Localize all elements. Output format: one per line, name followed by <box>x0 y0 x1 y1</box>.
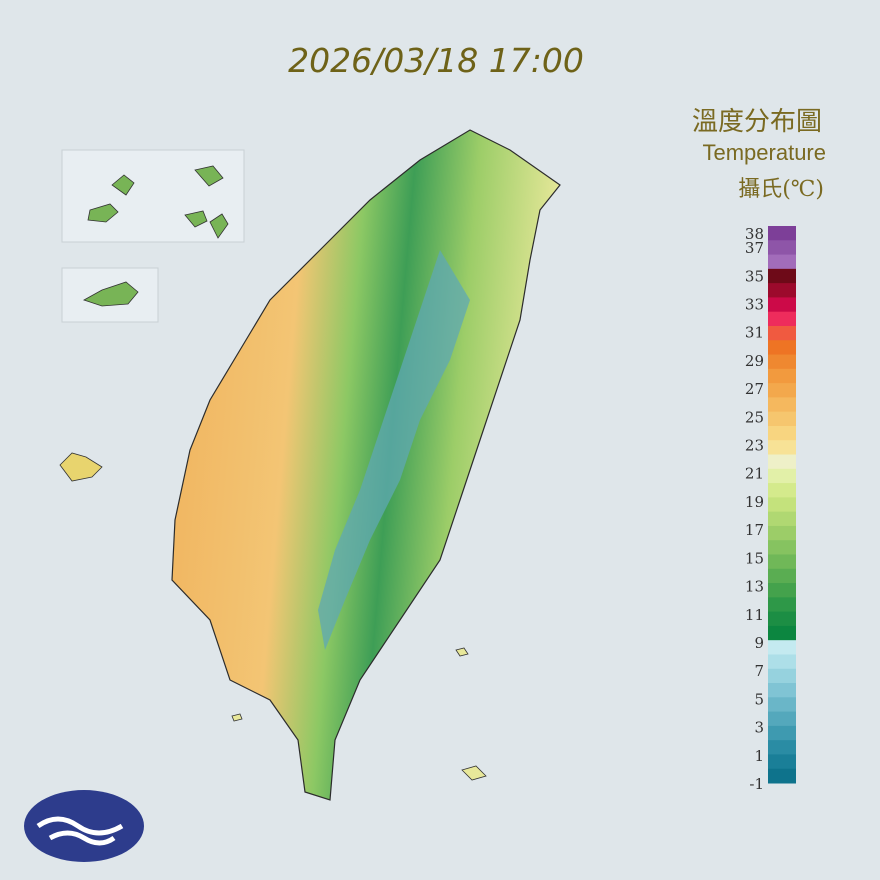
legend-swatch <box>768 383 796 398</box>
legend-tick-label: 21 <box>745 465 764 483</box>
island <box>59 452 103 482</box>
legend-swatch <box>768 768 796 784</box>
legend-swatch <box>768 697 796 713</box>
legend-tick-label: 38 <box>745 225 764 243</box>
mountain-range <box>318 250 470 650</box>
legend-swatch <box>768 354 796 370</box>
legend-title: 溫度分布圖 <box>692 107 822 137</box>
legend-tick-label: 29 <box>745 352 764 370</box>
legend-tick-label: 5 <box>754 690 764 708</box>
legend-swatch <box>768 368 796 384</box>
legend-swatch <box>768 754 796 770</box>
legend-swatch <box>768 297 796 313</box>
legend-tick-label: 7 <box>754 662 764 680</box>
legend-tick-label: 15 <box>745 549 764 567</box>
legend-tick-label: -1 <box>749 775 764 793</box>
legend-swatch <box>768 511 796 527</box>
legend-swatch <box>768 583 796 598</box>
legend-tick-label: 13 <box>745 578 764 596</box>
legend-tick-label: 27 <box>745 380 764 398</box>
legend-tick-label: 19 <box>745 493 764 511</box>
legend-swatch <box>768 397 796 413</box>
legend-tick-label: 37 <box>745 239 764 257</box>
legend-tick-label: 25 <box>745 408 764 426</box>
legend-swatch <box>768 654 796 670</box>
legend-swatch <box>768 597 796 613</box>
legend-swatch <box>768 497 796 513</box>
legend-swatch <box>768 340 796 356</box>
legend-unit: 攝氏(℃) <box>738 177 824 202</box>
legend-swatch <box>768 325 796 341</box>
legend-swatch <box>768 311 796 327</box>
legend-swatch <box>768 425 796 441</box>
legend-swatch <box>768 268 796 284</box>
legend-swatch <box>768 668 796 684</box>
legend-tick-label: 9 <box>754 634 764 652</box>
legend-swatch <box>768 554 796 570</box>
island <box>87 165 229 239</box>
legend-swatch <box>768 468 796 484</box>
legend-swatch <box>768 740 796 755</box>
legend-tick-label: 35 <box>745 267 764 285</box>
legend-tick-label: 11 <box>745 606 764 624</box>
island <box>231 647 487 781</box>
legend-swatch <box>768 725 796 741</box>
legend-tick-label: 1 <box>754 747 764 765</box>
legend-swatch <box>768 283 796 298</box>
legend-tick-label: 17 <box>745 521 764 539</box>
island <box>83 281 139 307</box>
legend-swatch <box>768 525 796 541</box>
legend-swatch <box>768 254 796 270</box>
legend-tick-label: 3 <box>754 719 764 737</box>
legend-swatch <box>768 440 796 456</box>
legend-swatch <box>768 540 796 555</box>
logo-mark <box>36 816 124 846</box>
legend-swatch <box>768 711 796 727</box>
legend-swatch <box>768 411 796 427</box>
legend-swatch <box>768 611 796 627</box>
legend-swatch <box>768 683 796 698</box>
legend-subtitle: Temperature <box>702 140 826 165</box>
legend-swatch <box>768 483 796 498</box>
legend-swatch <box>768 568 796 584</box>
legend-tick-label: 23 <box>745 437 764 455</box>
legend-swatch <box>768 226 796 241</box>
legend-swatch <box>768 454 796 470</box>
legend-swatch <box>768 625 796 641</box>
legend-swatch <box>768 640 796 655</box>
timestamp: 2026/03/18 17:00 <box>288 41 584 80</box>
legend-tick-label: 33 <box>745 296 764 314</box>
logo <box>24 790 144 862</box>
legend-swatch <box>768 240 796 256</box>
legend-tick-label: 31 <box>745 324 764 342</box>
